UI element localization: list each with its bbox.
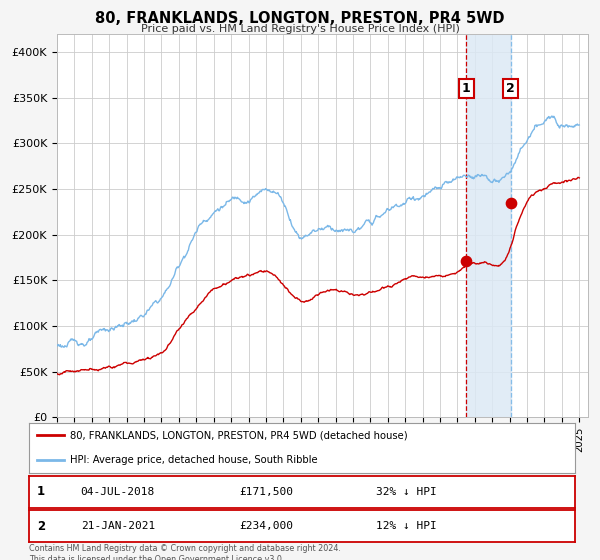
Point (506, 199, 515, 208)
Text: 04-JUL-2018: 04-JUL-2018 (80, 487, 155, 497)
Bar (466, 34, 511, 417)
Text: 2: 2 (37, 520, 45, 533)
Text: 32% ↓ HPI: 32% ↓ HPI (376, 487, 436, 497)
Text: 80, FRANKLANDS, LONGTON, PRESTON, PR4 5WD: 80, FRANKLANDS, LONGTON, PRESTON, PR4 5W… (95, 11, 505, 26)
Text: 12% ↓ HPI: 12% ↓ HPI (376, 521, 436, 531)
Text: 2: 2 (506, 82, 515, 95)
Text: 21-JAN-2021: 21-JAN-2021 (80, 521, 155, 531)
Text: Price paid vs. HM Land Registry's House Price Index (HPI): Price paid vs. HM Land Registry's House … (140, 24, 460, 34)
Text: 1: 1 (462, 82, 470, 95)
Text: Contains HM Land Registry data © Crown copyright and database right 2024.
This d: Contains HM Land Registry data © Crown c… (29, 544, 341, 560)
Text: 80, FRANKLANDS, LONGTON, PRESTON, PR4 5WD (detached house): 80, FRANKLANDS, LONGTON, PRESTON, PR4 5W… (70, 431, 407, 440)
Text: HPI: Average price, detached house, South Ribble: HPI: Average price, detached house, Sout… (70, 455, 317, 465)
Text: 1: 1 (37, 486, 45, 498)
Text: £171,500: £171,500 (239, 487, 293, 497)
Point (461, 256, 471, 265)
Text: £234,000: £234,000 (239, 521, 293, 531)
